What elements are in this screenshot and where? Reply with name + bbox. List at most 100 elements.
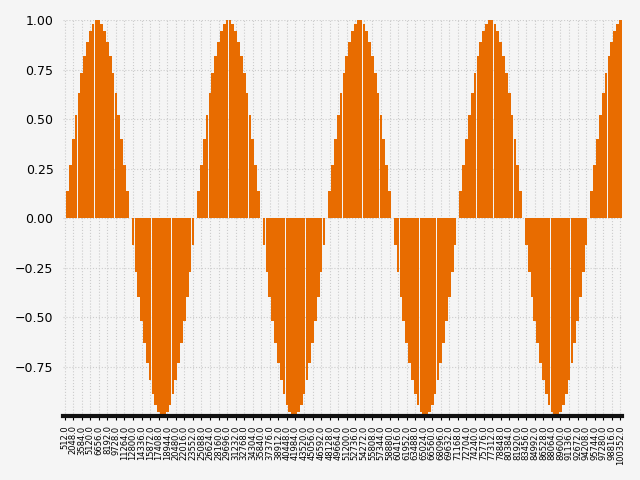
Bar: [479, 42, 482, 218]
Bar: [317, 218, 319, 297]
Bar: [508, 93, 511, 218]
Bar: [103, 32, 106, 218]
Bar: [434, 218, 436, 394]
Bar: [556, 218, 559, 416]
Bar: [154, 218, 157, 405]
Bar: [516, 165, 519, 218]
Bar: [505, 73, 508, 218]
Bar: [346, 56, 348, 218]
Bar: [77, 93, 80, 218]
Bar: [428, 218, 431, 412]
Bar: [550, 218, 554, 412]
Bar: [559, 218, 562, 412]
Bar: [320, 218, 323, 272]
Bar: [97, 21, 100, 218]
Bar: [294, 218, 297, 416]
Bar: [462, 165, 465, 218]
Bar: [146, 218, 148, 363]
Bar: [528, 218, 531, 272]
Bar: [89, 32, 92, 218]
Bar: [172, 218, 174, 394]
Bar: [334, 139, 337, 218]
Bar: [206, 115, 209, 218]
Bar: [442, 218, 445, 343]
Bar: [605, 73, 607, 218]
Bar: [394, 218, 397, 245]
Bar: [223, 24, 225, 218]
Bar: [440, 218, 442, 363]
Bar: [596, 139, 599, 218]
Bar: [138, 218, 140, 297]
Bar: [100, 24, 103, 218]
Bar: [399, 218, 403, 297]
Bar: [234, 32, 237, 218]
Bar: [337, 115, 340, 218]
Bar: [385, 165, 388, 218]
Bar: [157, 218, 160, 412]
Bar: [243, 73, 246, 218]
Bar: [140, 218, 143, 321]
Bar: [388, 191, 391, 218]
Bar: [497, 32, 499, 218]
Bar: [228, 21, 231, 218]
Bar: [383, 139, 385, 218]
Bar: [160, 218, 163, 416]
Bar: [374, 73, 376, 218]
Bar: [405, 218, 408, 343]
Bar: [240, 56, 243, 218]
Bar: [534, 218, 536, 321]
Bar: [274, 218, 277, 343]
Bar: [573, 218, 576, 343]
Bar: [305, 218, 308, 380]
Bar: [280, 218, 283, 380]
Bar: [465, 139, 468, 218]
Bar: [308, 218, 311, 363]
Bar: [491, 21, 493, 218]
Bar: [69, 165, 72, 218]
Bar: [365, 32, 368, 218]
Bar: [460, 191, 462, 218]
Bar: [75, 115, 77, 218]
Bar: [83, 56, 86, 218]
Bar: [340, 93, 342, 218]
Bar: [72, 139, 74, 218]
Bar: [403, 218, 405, 321]
Bar: [86, 42, 89, 218]
Bar: [482, 32, 485, 218]
Bar: [126, 191, 129, 218]
Bar: [268, 218, 271, 297]
Bar: [354, 24, 356, 218]
Bar: [277, 218, 280, 363]
Bar: [289, 218, 291, 412]
Bar: [252, 139, 254, 218]
Bar: [237, 42, 240, 218]
Bar: [180, 218, 183, 343]
Bar: [226, 21, 228, 218]
Bar: [477, 56, 479, 218]
Bar: [134, 218, 137, 272]
Bar: [562, 218, 564, 405]
Bar: [511, 115, 513, 218]
Bar: [436, 218, 439, 380]
Bar: [189, 218, 191, 272]
Bar: [220, 32, 223, 218]
Bar: [570, 218, 573, 363]
Bar: [203, 139, 205, 218]
Bar: [451, 218, 454, 272]
Bar: [499, 42, 502, 218]
Bar: [357, 21, 360, 218]
Bar: [488, 21, 491, 218]
Bar: [362, 24, 365, 218]
Bar: [607, 56, 611, 218]
Bar: [519, 191, 522, 218]
Bar: [191, 218, 194, 245]
Bar: [285, 218, 288, 405]
Bar: [209, 93, 211, 218]
Bar: [232, 24, 234, 218]
Bar: [266, 218, 268, 272]
Bar: [166, 218, 168, 412]
Bar: [513, 139, 516, 218]
Bar: [525, 218, 527, 245]
Bar: [271, 218, 274, 321]
Bar: [360, 21, 362, 218]
